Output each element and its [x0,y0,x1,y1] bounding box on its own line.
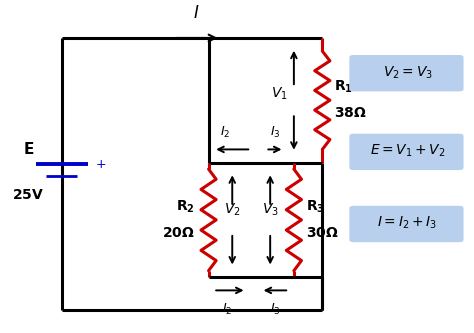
Text: $\mathit{V}_1$: $\mathit{V}_1$ [271,86,288,102]
Text: $\mathit{I}_3$: $\mathit{I}_3$ [270,302,280,317]
Text: $+$: $+$ [95,158,106,171]
Text: $\mathbf{30\Omega}$: $\mathbf{30\Omega}$ [306,226,338,240]
Text: $\mathbf{R_2}$: $\mathbf{R_2}$ [176,198,194,215]
Text: $\mathit{V}_2$: $\mathit{V}_2$ [224,202,241,218]
FancyBboxPatch shape [349,206,464,242]
FancyBboxPatch shape [349,55,464,91]
Text: $\mathit{I}_2$: $\mathit{I}_2$ [220,125,230,140]
Text: $\mathbf{R_3}$: $\mathbf{R_3}$ [306,198,325,215]
Text: $\mathbf{25V}$: $\mathbf{25V}$ [12,188,45,202]
Text: $\mathbf{R_1}$: $\mathbf{R_1}$ [334,79,353,95]
Text: $\mathbf{E}$: $\mathbf{E}$ [23,142,34,158]
Text: $I = I_2 + I_3$: $I = I_2 + I_3$ [377,215,438,231]
Text: $V_2 = V_3$: $V_2 = V_3$ [383,64,433,81]
FancyBboxPatch shape [349,134,464,170]
Text: $\mathit{I}$: $\mathit{I}$ [193,4,200,22]
Text: $E = V_1 + V_2$: $E = V_1 + V_2$ [370,143,446,159]
Text: $\mathbf{38\Omega}$: $\mathbf{38\Omega}$ [334,106,367,120]
Text: $\mathit{I}_2$: $\mathit{I}_2$ [222,302,233,317]
Text: $\mathit{V}_3$: $\mathit{V}_3$ [262,202,279,218]
Text: $\mathit{I}_3$: $\mathit{I}_3$ [270,125,280,140]
Text: $\mathbf{20\Omega}$: $\mathbf{20\Omega}$ [162,226,194,240]
